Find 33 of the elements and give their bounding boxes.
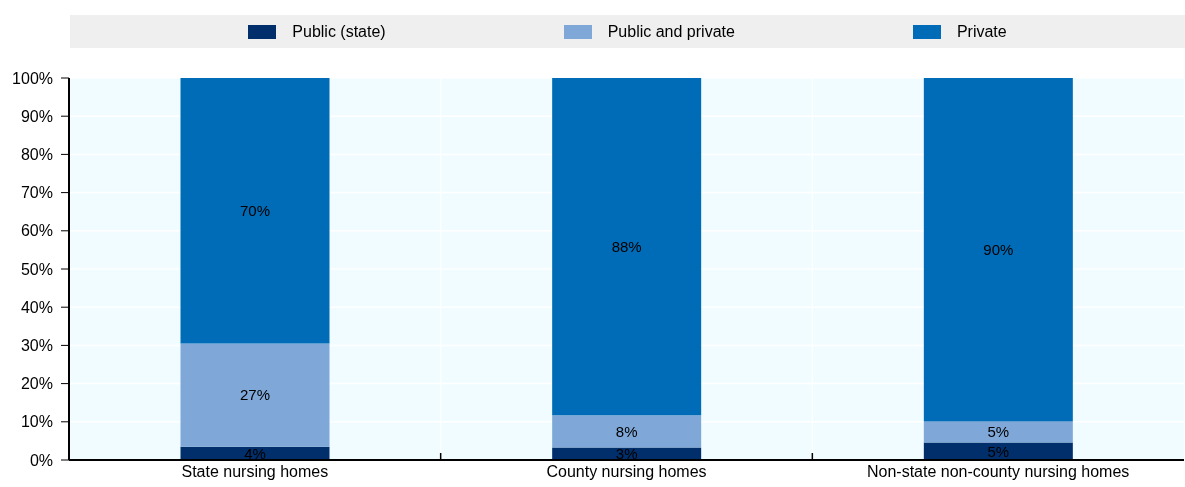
- bar: [552, 78, 702, 416]
- bar: [180, 78, 330, 344]
- bar: [180, 343, 330, 447]
- y-tick-label: 10%: [20, 413, 53, 431]
- y-tick-label: 70%: [20, 184, 53, 202]
- bar: [923, 442, 1073, 460]
- bar: [552, 415, 702, 448]
- x-tick-label: County nursing homes: [546, 463, 707, 480]
- data-label: 90%: [983, 241, 1014, 259]
- data-label: 27%: [239, 386, 271, 404]
- legend-label: Public and private: [607, 22, 735, 41]
- legend-label: Public (state): [292, 22, 386, 41]
- bar: [923, 421, 1073, 443]
- data-label: 5%: [987, 442, 1010, 460]
- data-label: 70%: [239, 202, 271, 220]
- bar: [923, 78, 1073, 422]
- y-tick-label: 100%: [12, 69, 53, 87]
- data-label: 3%: [615, 445, 638, 463]
- y-tick-label: 0%: [29, 451, 53, 469]
- y-tick-label: 60%: [20, 222, 53, 240]
- legend-label: Private: [956, 22, 1007, 41]
- data-label: 88%: [611, 237, 642, 255]
- x-tick-label: State nursing homes: [181, 463, 329, 480]
- data-label: 4%: [244, 444, 266, 462]
- y-tick-label: 80%: [20, 146, 53, 164]
- data-label: 5%: [987, 423, 1010, 441]
- y-tick-label: 40%: [20, 298, 53, 316]
- data-label: 8%: [615, 422, 638, 440]
- y-tick-label: 50%: [20, 260, 53, 278]
- y-tick-label: 30%: [20, 337, 53, 355]
- y-tick-label: 20%: [20, 375, 53, 393]
- y-tick-label: 90%: [20, 107, 53, 125]
- x-tick-label: Non-state non-county nursing homes: [866, 463, 1130, 480]
